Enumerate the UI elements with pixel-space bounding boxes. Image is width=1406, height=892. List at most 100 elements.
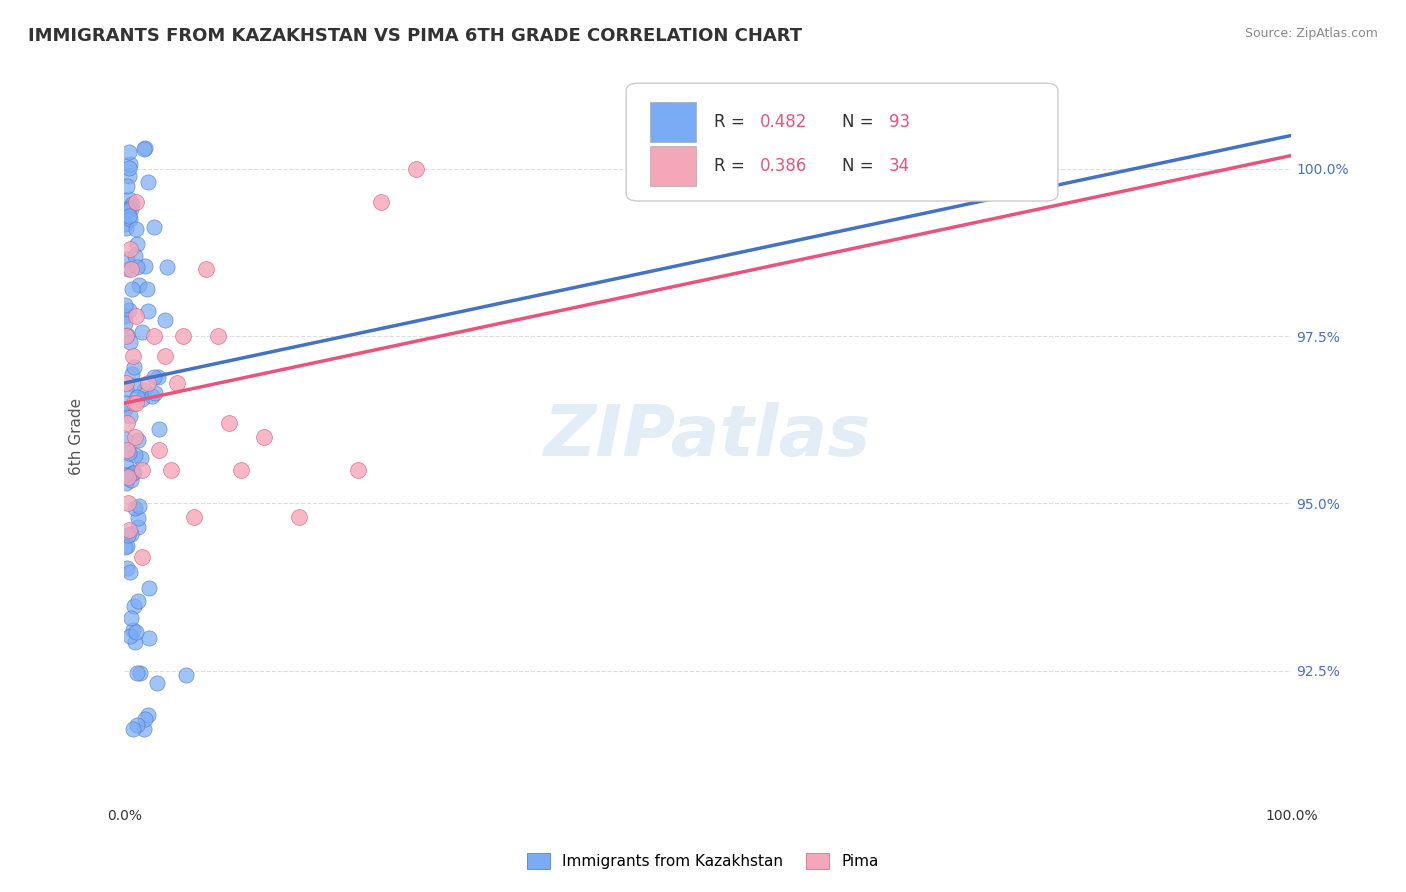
- Point: [127, 510, 149, 524]
- Point: [115, 328, 138, 343]
- Point: [138, 631, 160, 645]
- Point: [118, 302, 141, 317]
- Point: [134, 141, 156, 155]
- Point: [128, 499, 150, 513]
- Point: [120, 630, 142, 644]
- Point: [117, 528, 139, 542]
- Point: [207, 329, 229, 343]
- Point: [141, 389, 163, 403]
- Point: [124, 635, 146, 649]
- Point: [229, 463, 252, 477]
- Point: [115, 540, 138, 554]
- Point: [127, 260, 149, 275]
- Point: [124, 599, 146, 613]
- Point: [121, 623, 143, 637]
- Point: [114, 476, 136, 491]
- Point: [120, 527, 142, 541]
- Point: [120, 611, 142, 625]
- Point: [121, 197, 143, 211]
- Point: [253, 429, 276, 443]
- FancyBboxPatch shape: [650, 102, 696, 142]
- Point: [122, 396, 145, 410]
- Point: [115, 376, 138, 390]
- Point: [195, 262, 218, 277]
- Point: [125, 390, 148, 404]
- Point: [117, 203, 139, 218]
- Point: [114, 316, 136, 330]
- Point: [143, 385, 166, 400]
- Text: N =: N =: [842, 157, 879, 176]
- Point: [124, 500, 146, 515]
- Point: [117, 469, 139, 483]
- Point: [117, 209, 139, 223]
- Point: [118, 212, 141, 227]
- Point: [136, 282, 159, 296]
- Point: [115, 416, 138, 430]
- Point: [148, 442, 170, 457]
- Point: [153, 313, 176, 327]
- Point: [146, 676, 169, 690]
- Point: [114, 298, 136, 312]
- Point: [131, 463, 153, 477]
- Point: [118, 169, 141, 183]
- Point: [124, 429, 146, 443]
- Point: [114, 218, 136, 232]
- Point: [155, 349, 177, 363]
- Point: [370, 195, 392, 210]
- Text: N =: N =: [842, 113, 879, 131]
- Point: [129, 450, 152, 465]
- Point: [114, 540, 136, 554]
- Legend: Immigrants from Kazakhstan, Pima: Immigrants from Kazakhstan, Pima: [522, 847, 884, 875]
- Text: Source: ZipAtlas.com: Source: ZipAtlas.com: [1244, 27, 1378, 40]
- Text: R =: R =: [714, 113, 749, 131]
- Point: [218, 416, 240, 430]
- Point: [117, 261, 139, 276]
- Point: [118, 157, 141, 171]
- Point: [118, 334, 141, 349]
- Point: [122, 465, 145, 479]
- Text: 93: 93: [889, 113, 910, 131]
- Point: [127, 666, 149, 681]
- Point: [136, 376, 159, 390]
- Point: [122, 466, 145, 480]
- Point: [114, 433, 136, 447]
- Point: [121, 349, 143, 363]
- Point: [288, 509, 311, 524]
- Point: [134, 260, 156, 274]
- Point: [114, 309, 136, 323]
- Point: [117, 496, 139, 510]
- Point: [138, 175, 160, 189]
- Point: [120, 202, 142, 217]
- Text: ZIPatlas: ZIPatlas: [544, 402, 872, 471]
- Point: [117, 468, 139, 483]
- Point: [114, 401, 136, 416]
- Point: [125, 396, 148, 410]
- Point: [131, 392, 153, 406]
- Point: [124, 359, 146, 374]
- Y-axis label: 6th Grade: 6th Grade: [69, 398, 83, 475]
- Text: 0.386: 0.386: [761, 157, 807, 176]
- Point: [118, 201, 141, 215]
- Point: [132, 142, 155, 156]
- Text: R =: R =: [714, 157, 749, 176]
- Point: [125, 625, 148, 640]
- Text: IMMIGRANTS FROM KAZAKHSTAN VS PIMA 6TH GRADE CORRELATION CHART: IMMIGRANTS FROM KAZAKHSTAN VS PIMA 6TH G…: [28, 27, 803, 45]
- Point: [183, 509, 205, 524]
- Point: [138, 303, 160, 318]
- Point: [121, 368, 143, 382]
- Point: [114, 459, 136, 474]
- Point: [148, 422, 170, 436]
- Point: [124, 377, 146, 392]
- Point: [114, 220, 136, 235]
- Point: [120, 242, 142, 256]
- Point: [118, 565, 141, 579]
- Point: [114, 329, 136, 343]
- FancyBboxPatch shape: [626, 83, 1057, 201]
- Point: [118, 192, 141, 206]
- Point: [136, 708, 159, 723]
- Point: [142, 329, 165, 343]
- Point: [115, 383, 138, 397]
- FancyBboxPatch shape: [650, 145, 696, 186]
- Point: [127, 718, 149, 732]
- Point: [142, 219, 165, 234]
